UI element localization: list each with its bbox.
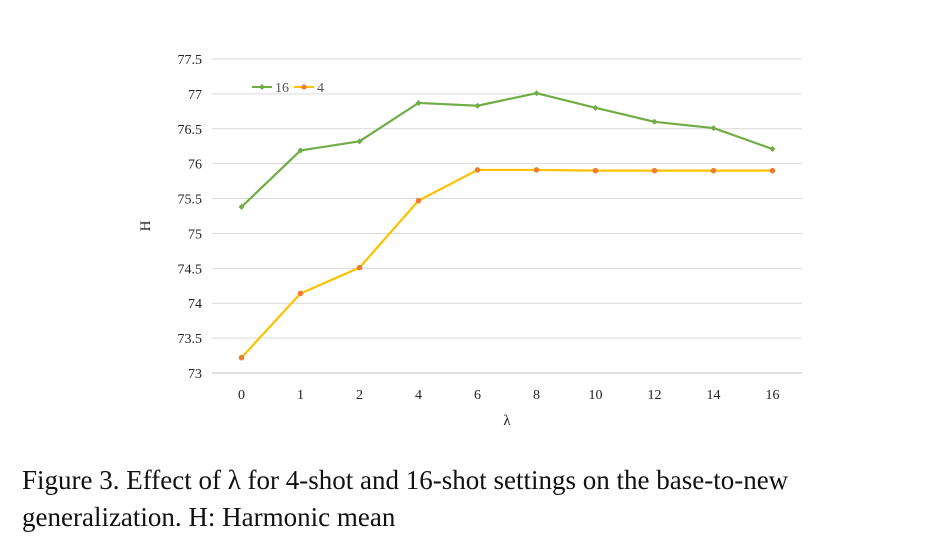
y-axis-ticks: 73 73.5 74 74.5 75 75.5 76 76.5 77 77.5 — [178, 53, 203, 382]
series-4-point — [533, 167, 540, 173]
series-4-point — [651, 167, 658, 174]
series-4-point — [474, 167, 481, 173]
legend-label: 16 — [275, 81, 289, 96]
y-axis-title: H — [138, 220, 154, 231]
y-tick-label: 74.5 — [178, 262, 203, 277]
series-16-point — [710, 125, 717, 132]
y-tick-label: 77.5 — [178, 53, 203, 68]
series-16-point — [533, 90, 540, 97]
x-axis-title: λ — [503, 413, 511, 429]
x-tick-label: 14 — [707, 388, 721, 403]
x-tick-label: 4 — [415, 388, 422, 403]
series-4-point — [356, 264, 363, 271]
figure-caption: Figure 3. Effect of λ for 4-shot and 16-… — [22, 465, 789, 532]
x-tick-label: 12 — [648, 388, 662, 403]
series-4-line — [240, 168, 773, 359]
series-16-point — [592, 104, 599, 111]
x-tick-label: 16 — [766, 388, 780, 403]
y-tick-label: 73 — [188, 367, 202, 382]
y-tick-label: 74 — [188, 297, 202, 312]
y-tick-label: 76.5 — [178, 123, 203, 138]
series-16-point — [769, 146, 776, 153]
series-16-line — [240, 92, 773, 208]
series-4-point — [238, 354, 245, 361]
x-tick-label: 0 — [238, 388, 245, 403]
legend-label: 4 — [317, 81, 324, 96]
y-tick-label: 77 — [188, 88, 202, 103]
series-4-point — [710, 167, 717, 174]
series-4-point — [592, 167, 599, 174]
series-4-point — [415, 197, 422, 204]
series-4-point — [769, 167, 776, 174]
series-16-point — [474, 102, 481, 109]
y-tick-label: 75 — [188, 227, 202, 242]
y-tick-label: 75.5 — [178, 193, 203, 208]
gridlines — [212, 58, 802, 339]
legend-marker — [259, 84, 265, 90]
series-16-point — [651, 118, 658, 125]
legend: 16 4 — [252, 81, 324, 96]
series-16-point — [415, 99, 422, 106]
series-layer — [238, 90, 776, 361]
series-16-point — [297, 147, 304, 154]
y-tick-label: 73.5 — [178, 332, 203, 347]
x-tick-label: 6 — [474, 388, 481, 403]
legend-marker — [301, 84, 307, 90]
series-16-point — [356, 138, 363, 145]
x-tick-label: 2 — [356, 388, 363, 403]
series-16-point — [238, 203, 245, 210]
y-tick-label: 76 — [188, 158, 202, 173]
x-axis-ticks: 0 1 2 4 6 8 10 12 14 16 — [238, 388, 780, 403]
series-4-point — [297, 290, 304, 297]
x-tick-label: 1 — [297, 388, 304, 403]
x-tick-label: 8 — [533, 388, 540, 403]
x-tick-label: 10 — [589, 388, 603, 403]
